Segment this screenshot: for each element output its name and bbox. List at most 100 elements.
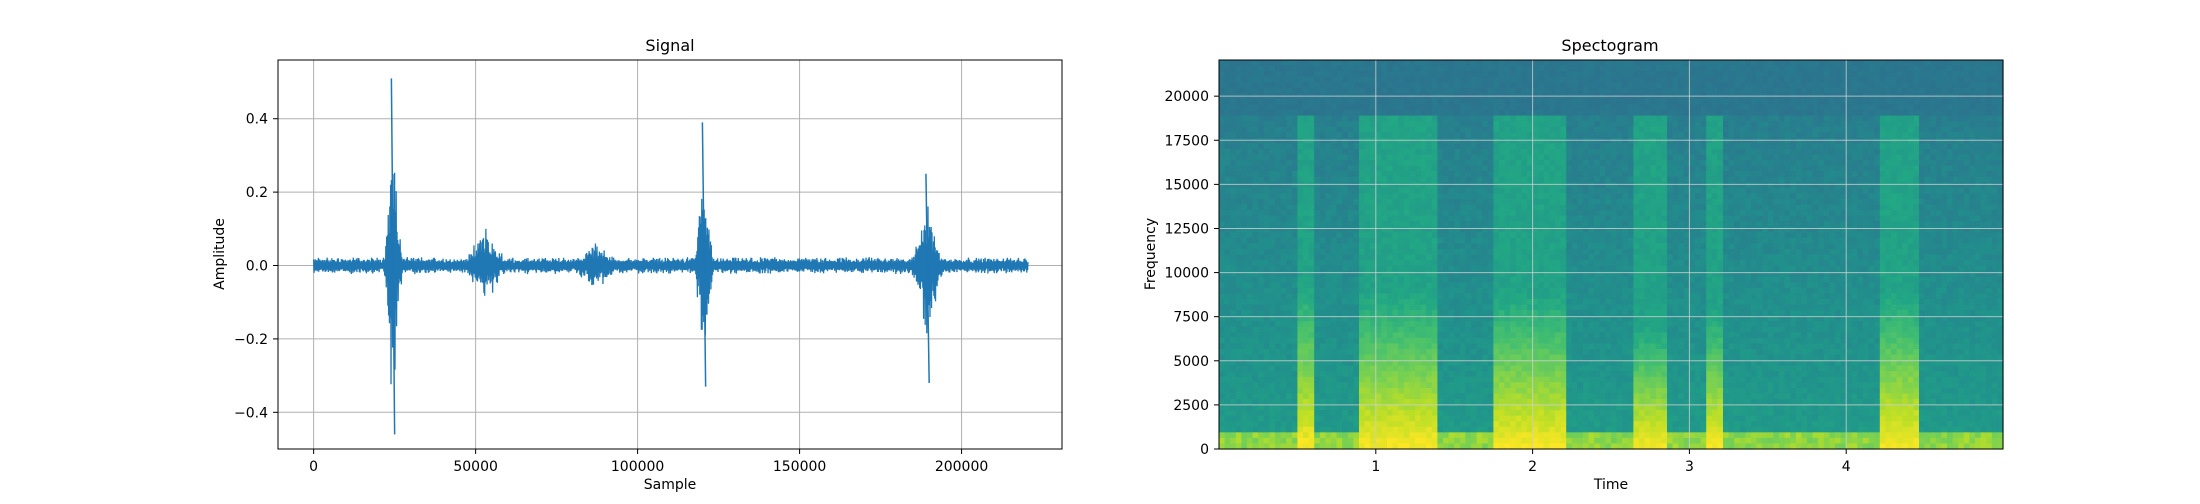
spectrogram-cell — [1230, 71, 1236, 77]
spectrogram-cell — [1561, 60, 1567, 66]
spectrogram-cell — [1477, 321, 1483, 327]
spectrogram-cell — [1572, 282, 1578, 288]
spectrogram-cell — [1482, 160, 1488, 166]
spectrogram-cell — [1538, 277, 1544, 283]
spectrogram-cell — [1505, 366, 1511, 372]
spectrogram-cell — [1566, 77, 1572, 83]
spectrogram-cell — [1499, 88, 1505, 94]
spectrogram-cell — [1297, 249, 1303, 255]
spectrogram-cell — [1297, 388, 1303, 394]
spectrogram-cell — [1421, 266, 1427, 272]
spectrogram-cell — [1247, 266, 1253, 272]
spectrogram-cell — [1331, 121, 1337, 127]
spectrogram-cell — [1426, 188, 1432, 194]
spectrogram-cell — [1376, 355, 1382, 361]
spectrogram-cell — [1348, 243, 1354, 249]
spectrogram-cell — [1286, 282, 1292, 288]
spectrogram-cell — [1253, 99, 1259, 105]
spectrogram-cell — [1353, 393, 1359, 399]
spectrogram-cell — [1443, 166, 1449, 172]
spectrogram-cell — [1359, 249, 1365, 255]
spectrogram-cell — [1538, 232, 1544, 238]
spectrogram-cell — [1454, 88, 1460, 94]
spectrogram-cell — [1314, 171, 1320, 177]
spectrogram-cell — [1353, 277, 1359, 283]
spectrogram-cell — [1477, 99, 1483, 105]
spectrogram-cell — [1538, 154, 1544, 160]
spectrogram-cell — [1471, 66, 1477, 72]
spectrogram-cell — [1331, 266, 1337, 272]
spectrogram-cell — [1516, 154, 1522, 160]
spectrogram-cell — [1555, 221, 1561, 227]
spectrogram-cell — [1477, 299, 1483, 305]
spectrogram-cell — [1426, 405, 1432, 411]
spectrogram-cell — [1426, 343, 1432, 349]
spectrogram-cell — [1538, 255, 1544, 261]
spectrogram-cell — [1393, 77, 1399, 83]
spectrogram-cell — [1264, 438, 1270, 444]
spectrogram-cell — [1225, 310, 1231, 316]
spectrogram-cell — [1337, 299, 1343, 305]
spectrogram-cell — [1359, 99, 1365, 105]
spectrogram-cell — [1471, 227, 1477, 233]
spectrogram-cell — [1426, 293, 1432, 299]
spectrogram-cell — [1309, 338, 1315, 344]
spectrogram-cell — [1365, 193, 1371, 199]
spectrogram-cell — [1611, 193, 1617, 199]
spectrogram-cell — [1577, 238, 1583, 244]
spectrogram-cell — [1230, 138, 1236, 144]
spectrogram-cell — [1555, 204, 1561, 210]
spectrogram-cell — [1426, 154, 1432, 160]
spectrogram-cell — [1409, 193, 1415, 199]
spectrogram-cell — [1337, 132, 1343, 138]
spectrogram-cell — [1600, 310, 1606, 316]
spectrogram-cell — [1482, 338, 1488, 344]
spectrogram-cell — [1421, 160, 1427, 166]
spectrogram-cell — [1286, 432, 1292, 438]
spectrogram-cell — [1577, 66, 1583, 72]
spectrogram-cell — [1281, 132, 1287, 138]
spectrogram-cell — [1387, 221, 1393, 227]
spectrogram-cell — [1611, 332, 1617, 338]
spectrogram-cell — [1353, 405, 1359, 411]
spectrogram-cell — [1449, 277, 1455, 283]
spectrogram-cell — [1471, 71, 1477, 77]
spectrogram-cell — [1409, 355, 1415, 361]
spectrogram-cell — [1493, 116, 1499, 122]
spectrogram-cell — [1376, 388, 1382, 394]
spectrogram-cell — [1393, 243, 1399, 249]
spectrogram-cell — [1286, 371, 1292, 377]
spectrogram-cell — [1337, 60, 1343, 66]
spectrogram-cell — [1426, 77, 1432, 83]
spectrogram-cell — [1510, 266, 1516, 272]
spectrogram-cell — [1387, 416, 1393, 422]
spectrogram-cell — [1488, 427, 1494, 433]
spectrogram-cell — [1549, 171, 1555, 177]
spectrogram-cell — [1236, 243, 1242, 249]
spectrogram-cell — [1342, 277, 1348, 283]
spectrogram-cell — [1247, 299, 1253, 305]
spectrogram-cell — [1465, 143, 1471, 149]
spectrogram-cell — [1583, 249, 1589, 255]
spectrogram-cell — [1544, 149, 1550, 155]
spectrogram-cell — [1393, 327, 1399, 333]
spectrogram-cell — [1477, 221, 1483, 227]
spectrogram-cell — [1230, 382, 1236, 388]
spectrogram-cell — [1230, 232, 1236, 238]
spectrogram-cell — [1258, 204, 1264, 210]
spectrogram-cell — [1421, 149, 1427, 155]
spectrogram-cell — [1443, 349, 1449, 355]
spectrogram-cell — [1555, 188, 1561, 194]
spectrogram-cell — [1281, 305, 1287, 311]
spectrogram-cell — [1589, 421, 1595, 427]
spectrogram-cell — [1297, 405, 1303, 411]
spectrogram-cell — [1325, 116, 1331, 122]
spectrogram-cell — [1297, 288, 1303, 294]
spectrogram-cell — [1437, 432, 1443, 438]
spectrogram-cell — [1314, 243, 1320, 249]
spectrogram-cell — [1465, 410, 1471, 416]
spectrogram-cell — [1269, 410, 1275, 416]
spectrogram-cell — [1577, 377, 1583, 383]
spectrogram-cell — [1404, 171, 1410, 177]
spectrogram-cell — [1241, 438, 1247, 444]
